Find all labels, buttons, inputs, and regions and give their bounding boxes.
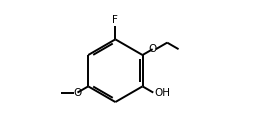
Text: OH: OH [154,88,170,98]
Text: O: O [149,44,157,54]
Text: F: F [113,15,118,25]
Text: O: O [73,88,82,98]
